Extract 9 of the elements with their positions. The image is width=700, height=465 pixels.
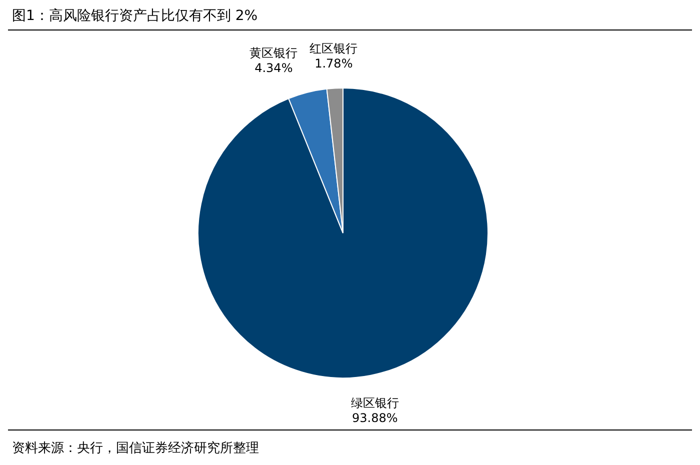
text: 资料来源：央行，国信证券经济研究所整理 — [12, 441, 259, 456]
slice-label: 红区银行 — [310, 41, 358, 56]
data-label: 93.88% — [352, 410, 398, 425]
pie-slice — [198, 88, 488, 378]
slice-label: 绿区银行 — [350, 396, 399, 410]
slice-label: 黄区银行 — [250, 46, 298, 60]
chart-title: 图1：高风险银行资产占比仅有不到 2% — [12, 8, 258, 24]
data-label: 1.78% — [314, 56, 353, 70]
data-label: 4.34% — [254, 61, 293, 76]
